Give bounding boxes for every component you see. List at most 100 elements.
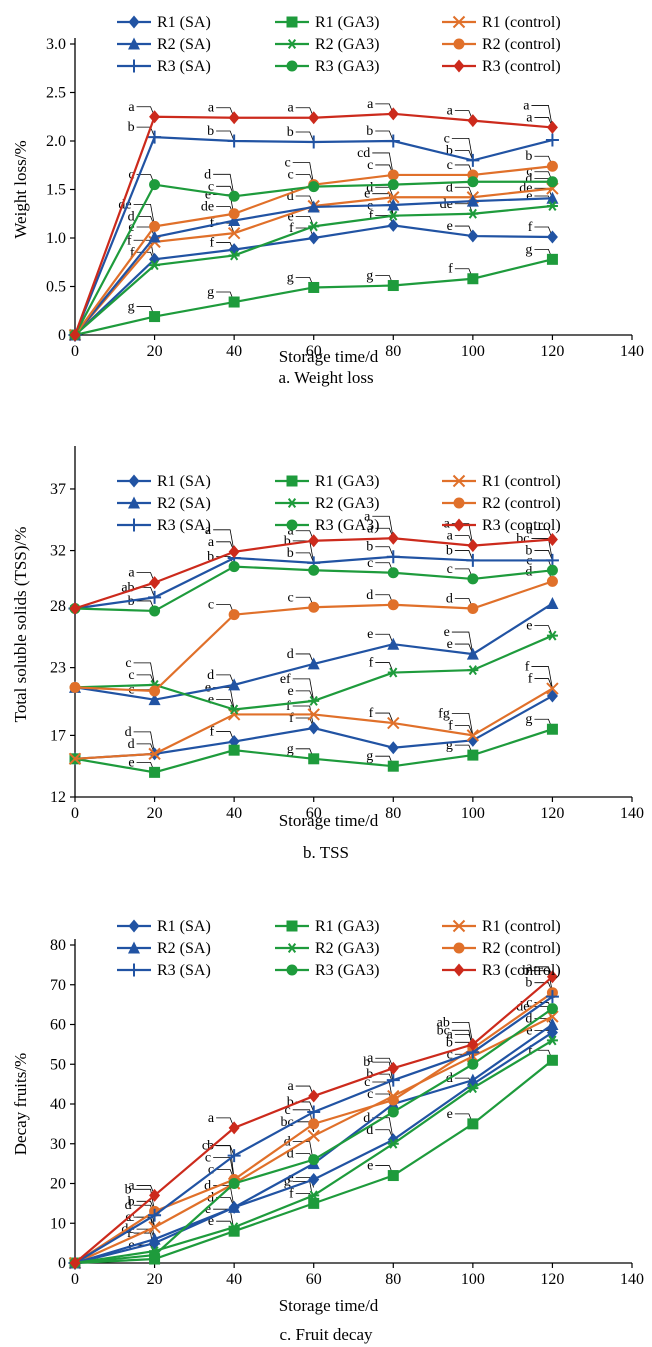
annotation-letter: d — [446, 591, 453, 606]
annotation-letter: d — [525, 1011, 532, 1026]
annotation-leader — [375, 662, 394, 673]
legend-label: R3 (GA3) — [315, 517, 379, 534]
annotation-leader — [454, 150, 474, 161]
data-point — [308, 111, 320, 125]
legend-marker — [286, 920, 298, 932]
annotation-letter: b — [287, 546, 294, 561]
legend-marker — [452, 15, 466, 29]
data-point — [307, 200, 320, 213]
data-point — [386, 1073, 400, 1087]
data-point — [308, 231, 320, 245]
data-point — [227, 708, 241, 721]
data-point — [148, 693, 161, 706]
annotation-letter: e — [444, 625, 450, 640]
annotation-leader — [454, 186, 474, 198]
legend-marker — [453, 942, 465, 954]
annotation-letter: f — [289, 711, 294, 726]
series-r1-sa- — [69, 218, 558, 342]
annotation-letter: e — [287, 209, 293, 224]
annotation-letter: b — [207, 1139, 214, 1154]
annotation-letter: a — [205, 523, 212, 538]
legend-label: R1 (SA) — [157, 918, 211, 935]
data-point — [467, 602, 479, 614]
x-tick-label: 20 — [147, 805, 163, 822]
data-point — [387, 107, 399, 121]
series-line — [74, 1031, 554, 1265]
x-tick-label: 140 — [620, 343, 644, 360]
annotation-letter: a — [128, 1178, 135, 1193]
legend-marker — [286, 943, 298, 953]
legend-marker — [452, 919, 466, 933]
annotation-leader — [534, 625, 553, 636]
annotation-letter: d — [287, 1147, 294, 1162]
legend-label: R3 (SA) — [157, 58, 211, 75]
y-tick-label: 17 — [50, 727, 66, 744]
data-point — [387, 191, 400, 204]
annotation-leader — [534, 550, 553, 561]
annotation-letter: g — [287, 742, 294, 757]
annotation-letter: g — [525, 242, 532, 257]
annotation-letter: a — [208, 1111, 215, 1126]
data-point — [308, 1118, 320, 1130]
legend-label: R3 (SA) — [157, 962, 211, 979]
legend-label: R2 (GA3) — [315, 495, 379, 512]
data-point — [227, 1149, 241, 1163]
annotation-letter: d — [204, 167, 211, 182]
annotation-leader — [531, 970, 553, 993]
data-point — [308, 1089, 320, 1103]
legend-marker — [127, 518, 141, 532]
annotation-letter: c — [526, 996, 532, 1011]
annotation-letter: a — [128, 100, 135, 115]
data-point — [387, 218, 399, 232]
annotation-letter: f — [209, 216, 214, 231]
annotation-letter: f — [369, 208, 374, 223]
annotation-leader — [295, 131, 315, 143]
data-point — [546, 682, 559, 695]
legend-label: R3 (control) — [482, 517, 561, 534]
legend-label: R2 (control) — [482, 495, 561, 512]
annotation-letter: e — [208, 1214, 214, 1229]
y-axis-label: Weight loss/% — [11, 140, 30, 238]
legend-marker — [128, 474, 140, 488]
annotation-letter: c — [444, 131, 450, 146]
annotation-leader — [451, 1021, 474, 1045]
annotation-letter: e — [364, 187, 370, 202]
data-point — [546, 176, 558, 188]
annotation-letter: a — [367, 521, 374, 536]
annotation-letter: d — [366, 180, 373, 195]
legend-label: R2 (GA3) — [315, 36, 379, 53]
data-point — [227, 134, 241, 148]
x-tick-label: 140 — [620, 1271, 644, 1288]
data-point — [307, 1129, 320, 1143]
annotation-leader — [375, 546, 394, 557]
legend-marker — [128, 496, 140, 509]
legend-label: R3 (GA3) — [315, 58, 379, 75]
data-point — [148, 747, 161, 761]
legend-label: R1 (GA3) — [315, 14, 379, 31]
annotation-leader — [375, 633, 394, 645]
legend-marker — [452, 474, 466, 488]
annotation-letter: f — [127, 1226, 132, 1241]
data-point — [467, 208, 479, 219]
annotation-leader — [210, 1145, 235, 1180]
series-r1-control- — [68, 682, 559, 766]
annotation-letter: a — [287, 101, 294, 116]
annotation-letter: g — [207, 285, 214, 300]
x-tick-label: 80 — [385, 343, 401, 360]
data-point — [228, 1121, 240, 1135]
annotation-letter: c — [128, 668, 134, 683]
data-point — [466, 729, 480, 742]
annotation-letter: c — [208, 1163, 214, 1178]
annotation-letter: d — [125, 725, 132, 740]
data-point — [546, 597, 559, 610]
annotation-leader — [531, 666, 553, 689]
annotation-letter: a — [447, 1027, 454, 1042]
data-point — [387, 599, 399, 611]
series-r3-ga3- — [69, 1003, 558, 1269]
annotation-letter: d — [287, 647, 294, 662]
annotation-letter: d — [446, 180, 453, 195]
annotation-leader — [133, 731, 155, 754]
annotation-leader — [372, 515, 394, 539]
annotation-leader — [216, 130, 235, 142]
x-tick-label: 40 — [226, 1271, 242, 1288]
